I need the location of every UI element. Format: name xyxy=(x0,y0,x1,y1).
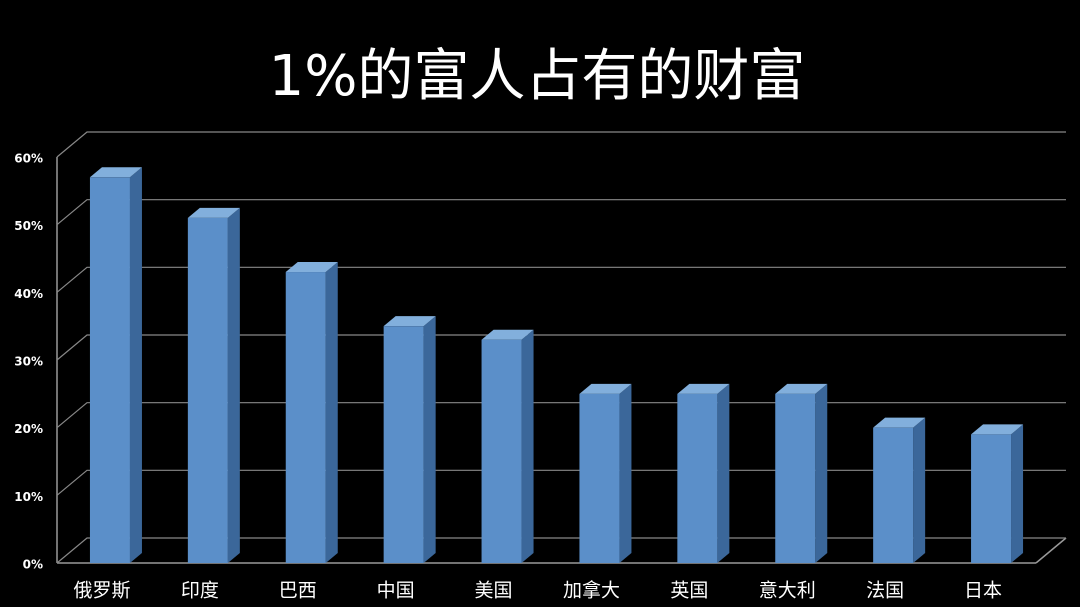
bar-side xyxy=(619,383,632,563)
bar xyxy=(579,393,620,563)
bar-side xyxy=(1011,424,1024,563)
bar-side xyxy=(913,417,926,563)
bar-side xyxy=(717,383,730,563)
grid-line xyxy=(56,199,1066,226)
bar-side xyxy=(521,329,534,563)
bar-side xyxy=(227,207,240,563)
y-tick-label: 20% xyxy=(14,422,43,436)
grid-line xyxy=(56,131,1066,158)
bar xyxy=(481,339,522,563)
grid-line xyxy=(56,537,1066,564)
bar-top xyxy=(481,329,534,340)
y-tick-label: 10% xyxy=(14,490,43,504)
bar-side xyxy=(423,316,436,563)
grid-line xyxy=(56,402,1066,429)
x-tick-label: 日本 xyxy=(964,580,1002,602)
x-tick-label: 巴西 xyxy=(279,580,317,602)
bar xyxy=(285,272,326,563)
x-tick-label: 美国 xyxy=(475,580,513,602)
bar-top xyxy=(873,417,926,428)
x-tick-label: 俄罗斯 xyxy=(73,580,130,602)
bar-top xyxy=(971,424,1024,435)
grid-line xyxy=(56,469,1066,496)
x-tick-label: 法国 xyxy=(866,580,904,602)
y-tick-label: 60% xyxy=(14,152,43,166)
y-tick-label: 40% xyxy=(14,287,43,301)
bar xyxy=(971,434,1012,563)
x-tick-label: 中国 xyxy=(377,580,415,602)
grid-line xyxy=(56,266,1066,293)
grid-line xyxy=(56,334,1066,361)
bar xyxy=(89,177,130,564)
y-tick-label: 50% xyxy=(14,219,43,233)
x-tick-label: 加拿大 xyxy=(563,579,620,602)
x-tick-label: 意大利 xyxy=(759,580,816,602)
bar-side xyxy=(325,262,338,563)
bar-top xyxy=(775,383,828,394)
bar-top xyxy=(677,383,730,394)
bar-top xyxy=(89,167,142,178)
bar xyxy=(677,393,718,563)
y-tick-label: 0% xyxy=(23,558,43,572)
bar xyxy=(383,326,424,563)
bar-side xyxy=(815,383,828,563)
bar-top xyxy=(579,383,632,394)
chart-title: 1%的富人占有的财富 xyxy=(269,44,806,109)
bar-top xyxy=(285,262,338,273)
bar-side xyxy=(129,167,142,564)
bar-top xyxy=(383,316,436,327)
bar xyxy=(775,393,816,563)
y-tick-label: 30% xyxy=(14,355,43,369)
x-tick-label: 印度 xyxy=(181,580,219,602)
bar xyxy=(873,427,914,563)
bar xyxy=(187,217,228,563)
floor-edge xyxy=(1035,537,1067,564)
x-tick-label: 英国 xyxy=(670,580,708,602)
bar-top xyxy=(187,207,240,218)
